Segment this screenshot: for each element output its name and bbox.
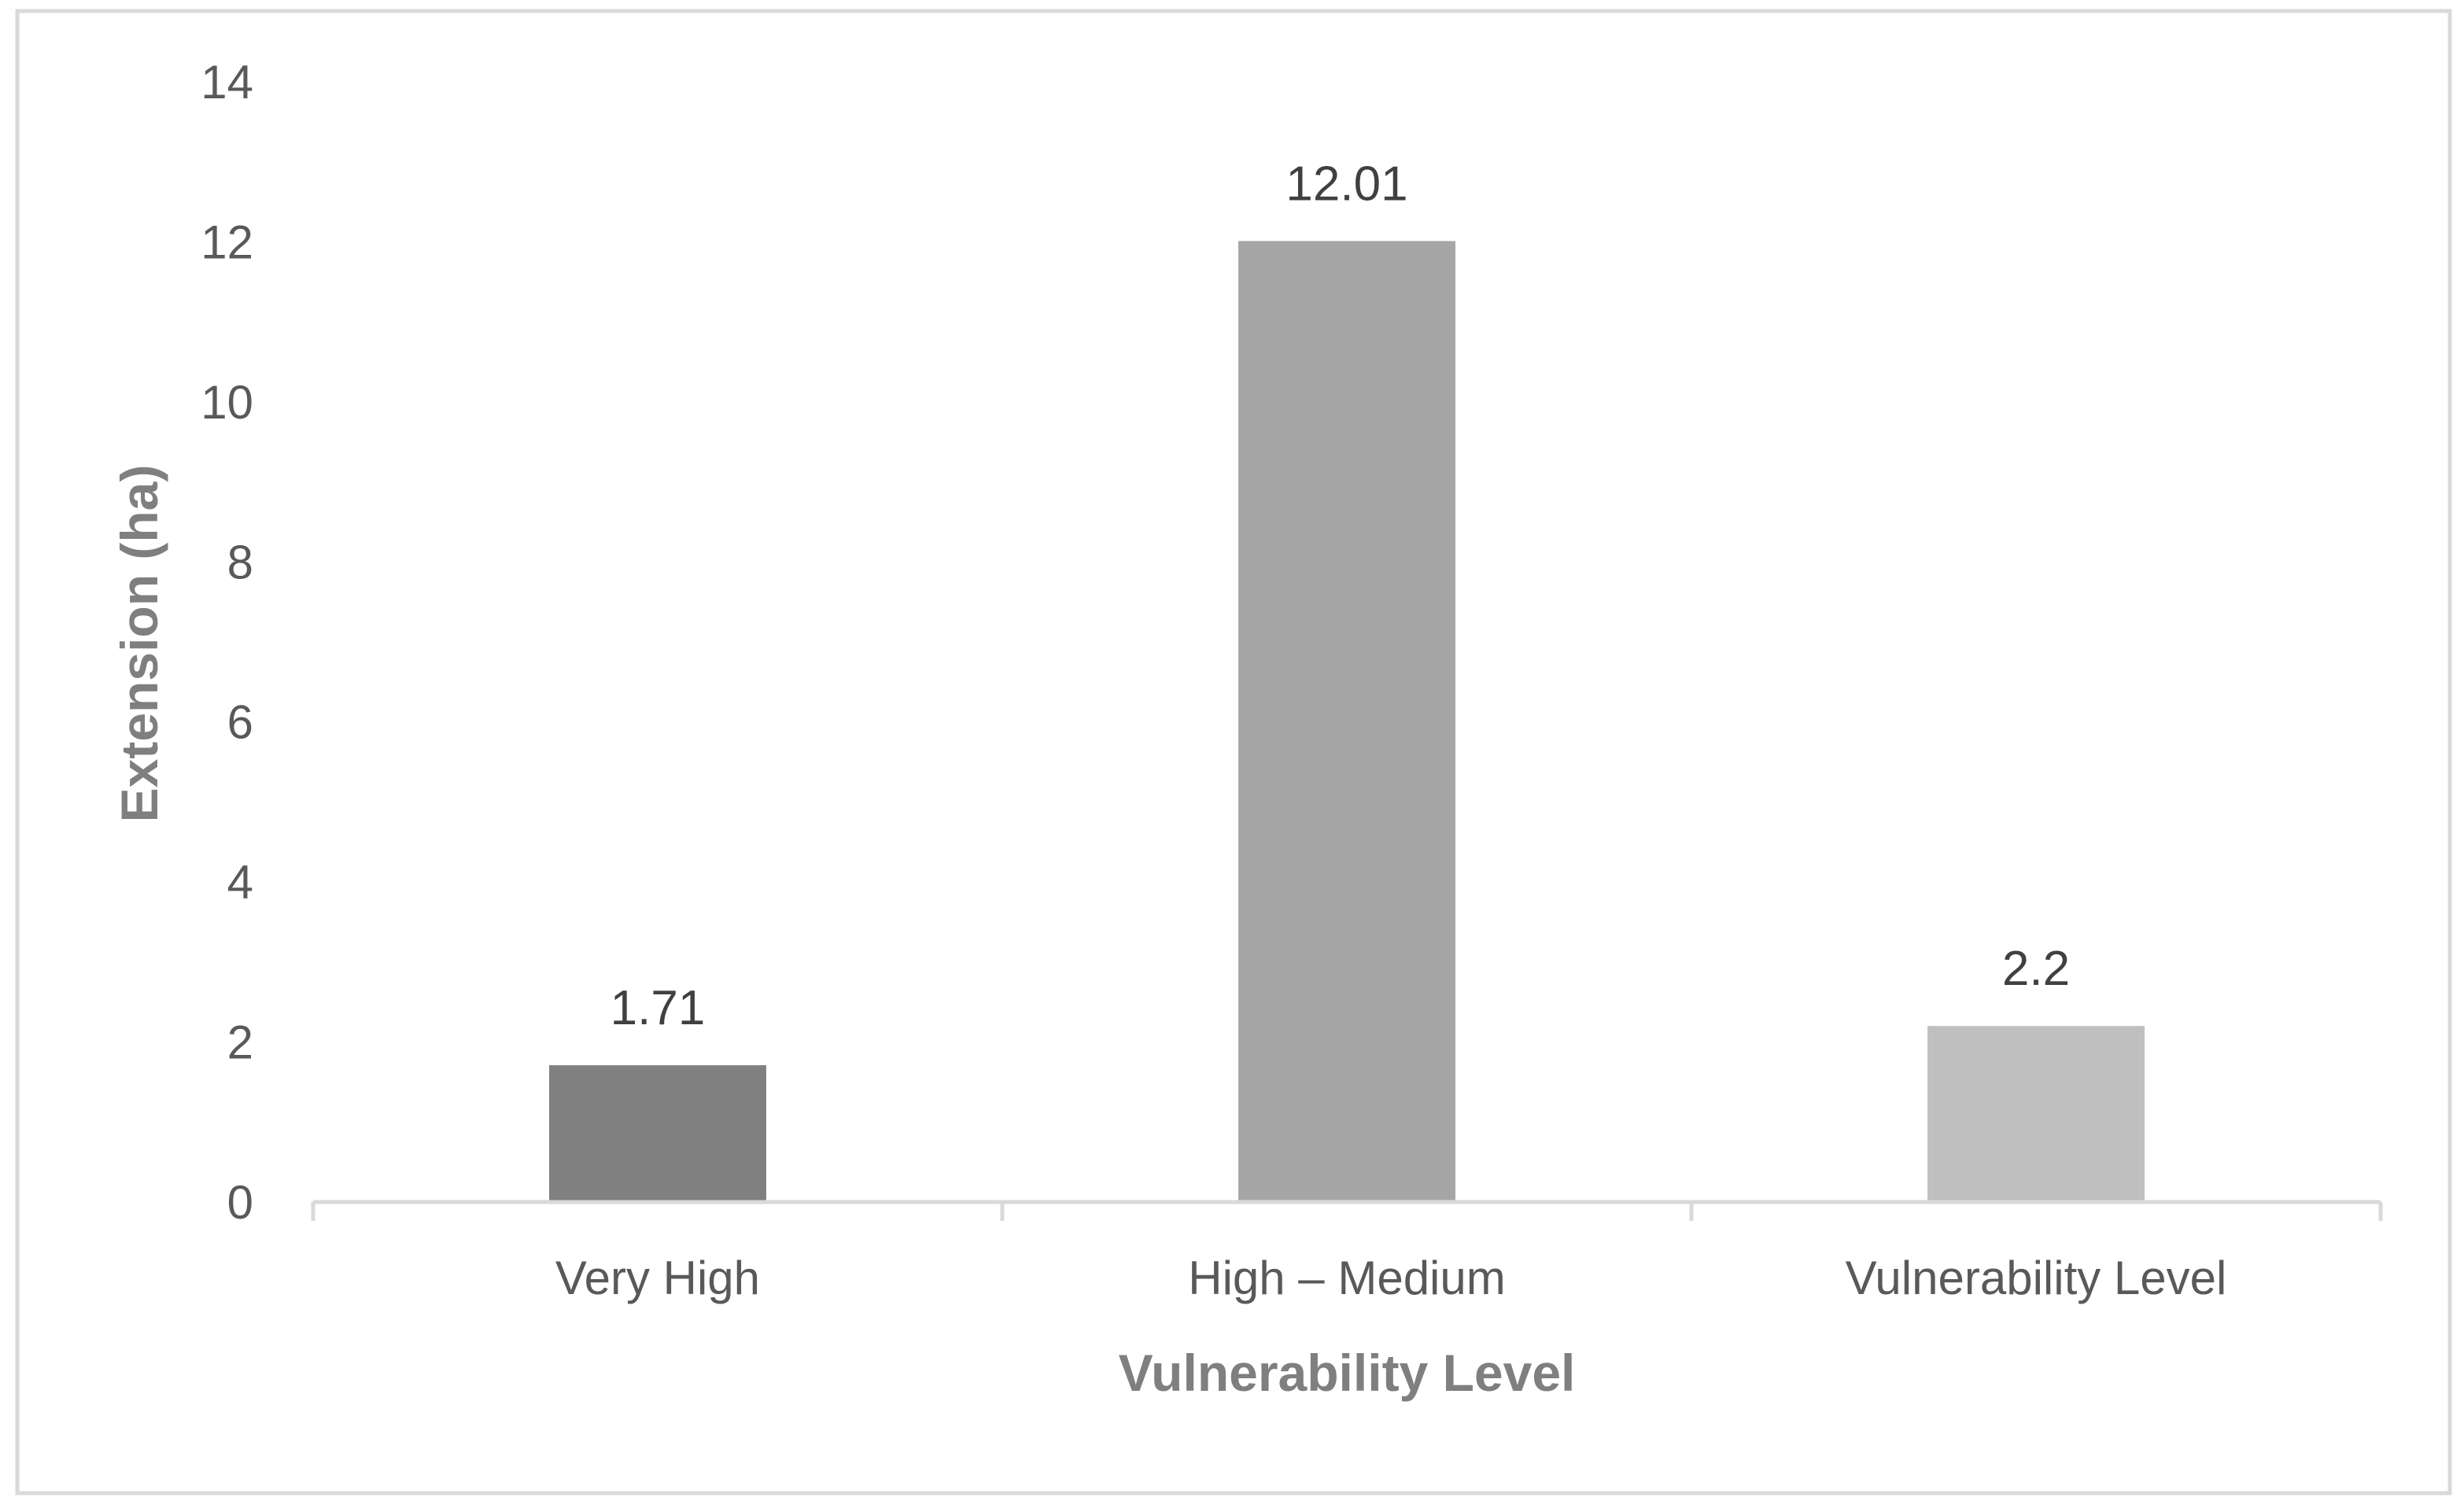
y-tick-label: 10: [201, 376, 253, 429]
x-axis-tick-labels: Very High High – Medium Vulnerability Leve…: [555, 1252, 2226, 1304]
x-tick-label: High – Medium: [1188, 1252, 1506, 1304]
bars-group: [549, 241, 2145, 1203]
x-axis: [311, 1200, 2383, 1221]
bar: [549, 1065, 766, 1202]
bar: [1927, 1026, 2145, 1202]
y-tick-label: 4: [227, 856, 253, 909]
bar: [1238, 241, 1455, 1203]
y-tick-label: 6: [227, 696, 253, 749]
y-tick-label: 2: [227, 1016, 253, 1069]
x-tick-label: Very High: [555, 1252, 760, 1304]
y-tick-label: 8: [227, 536, 253, 588]
y-tick-label: 12: [201, 216, 253, 268]
data-label: 12.01: [1285, 157, 1407, 211]
chart-border: [15, 9, 2452, 1495]
y-tick-label: 0: [227, 1176, 253, 1229]
y-axis-ticks: 0 2 4 6 8 10 12 14: [201, 56, 253, 1229]
y-tick-label: 14: [201, 56, 253, 109]
data-labels-group: 1.71 12.01 2.2: [610, 157, 2070, 1035]
x-axis-title: Vulnerability Level: [1119, 1344, 1576, 1402]
data-label: 1.71: [610, 981, 706, 1035]
x-tick-label: Vulnerability Level: [1846, 1252, 2227, 1304]
y-axis-title: Extension (ha): [110, 465, 168, 823]
data-label: 2.2: [2002, 942, 2070, 996]
